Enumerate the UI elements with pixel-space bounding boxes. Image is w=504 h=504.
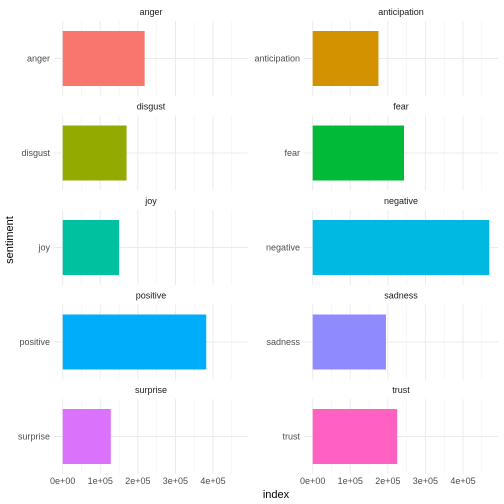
facet-panel-positive: positive positive [19,291,248,380]
x-tick-label: 3e+05 [413,476,438,486]
x-tick-label: 0e+00 [300,476,325,486]
facet-panel-joy: joy joy [37,196,248,285]
x-tick-label: 1e+05 [88,476,113,486]
facet-panel-negative: negative negative [266,196,498,285]
y-tick-label: trust [282,432,300,442]
x-tick-label: 2e+05 [375,476,400,486]
facet-strip-label: anticipation [378,7,424,17]
x-tick-label: 3e+05 [163,476,188,486]
bar-anger [62,31,145,86]
y-tick-label: positive [19,337,50,347]
bar-negative [312,220,490,275]
facet-strip-label: anger [139,7,162,17]
x-tick-label: 2e+05 [125,476,150,486]
x-tick-label: 4e+05 [450,476,475,486]
bar-sadness [312,314,386,370]
x-axis-title: index [263,489,290,501]
bar-joy [62,220,120,275]
facet-strip-label: negative [384,196,418,206]
y-tick-label: anticipation [254,54,300,64]
y-tick-label: sadness [266,337,300,347]
y-tick-label: surprise [18,432,50,442]
y-tick-label: anger [27,54,50,64]
y-axis-title: sentiment [4,216,16,264]
facet-panel-anticipation: anticipation anticipation [254,7,498,96]
facet-strip-label: disgust [137,102,166,112]
facet-panels: anger anger anticipation anticipation disgus… [18,7,498,486]
y-tick-label: joy [37,243,50,253]
bar-anticipation [312,31,379,86]
facet-panel-trust: trust trust 0e+00 1e+05 2e+05 3e+05 4e+05 [282,385,498,486]
facet-strip-label: sadness [384,291,418,301]
bar-trust [312,409,398,464]
y-tick-label: disgust [21,148,50,158]
y-tick-label: negative [266,243,300,253]
facet-strip-label: surprise [135,385,167,395]
facet-panel-disgust: disgust disgust [21,102,248,191]
facet-strip-label: fear [393,102,409,112]
facet-strip-label: trust [392,385,410,395]
y-tick-label: fear [284,148,300,158]
facet-panel-sadness: sadness sadness [266,291,498,380]
facet-strip-label: positive [136,291,167,301]
x-tick-label: 0e+00 [50,476,75,486]
bar-disgust [62,125,127,181]
bar-fear [312,125,405,181]
facet-panel-anger: anger anger [27,7,248,96]
facet-strip-label: joy [144,196,157,206]
facet-panel-fear: fear fear [284,102,498,191]
bar-surprise [62,409,111,464]
x-tick-label: 4e+05 [200,476,225,486]
x-tick-label: 1e+05 [338,476,363,486]
bar-positive [62,314,207,370]
facet-panel-surprise: surprise surprise 0e+00 1e+05 2e+05 3e+05 4e+0… [18,385,248,486]
